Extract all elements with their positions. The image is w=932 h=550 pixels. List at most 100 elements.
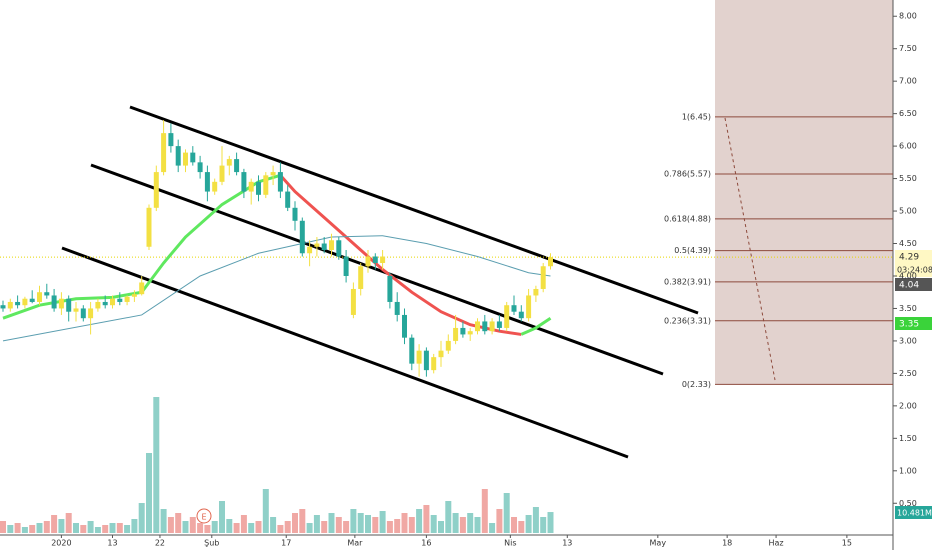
y-tick-label: 5.50 (899, 174, 917, 183)
volume-bar (452, 513, 459, 533)
fib-label: 0.382(3.91) (664, 277, 711, 286)
candle-body (168, 133, 174, 147)
x-tick-label: 15 (842, 539, 852, 548)
badge-text: 4.29 (899, 253, 919, 263)
candle-body (453, 327, 459, 341)
candle-body (380, 256, 386, 263)
candle-body (329, 240, 334, 251)
volume-bar (36, 523, 43, 533)
y-tick-label: 4.50 (899, 239, 917, 248)
volume-bar (343, 521, 350, 533)
candle-body (234, 159, 240, 173)
candle-body (219, 165, 225, 182)
volume-bar (182, 521, 189, 533)
volume-bar (160, 509, 167, 533)
volume-bar (29, 525, 36, 533)
volume-bar (87, 521, 94, 533)
volume-bar (459, 517, 466, 533)
volume-bar (262, 489, 269, 533)
volume-bar (401, 513, 408, 533)
candle-body (7, 301, 13, 309)
y-tick-label: 2.00 (899, 401, 917, 410)
earnings-icon[interactable] (196, 508, 212, 524)
candle-body (124, 296, 130, 302)
candle-body (256, 181, 261, 195)
candle-body (540, 266, 546, 289)
volume-bar (540, 517, 547, 533)
candle-body (496, 321, 502, 328)
volume-bar (423, 505, 430, 533)
candle-body (409, 337, 415, 364)
volume-bar (51, 515, 58, 533)
x-tick-label: 13 (107, 539, 117, 548)
candle-body (526, 295, 532, 319)
volume-bar (372, 517, 379, 533)
y-tick-label: 0.50 (899, 499, 917, 508)
volume-badge (895, 506, 932, 519)
y-tick-label: 7.50 (899, 44, 917, 53)
candle-body (489, 321, 495, 332)
y-tick-label: 7.00 (899, 77, 917, 86)
moving-average (520, 316, 552, 336)
volume-bar (313, 515, 320, 533)
y-tick-label: 3.00 (899, 336, 917, 345)
candle-body (44, 292, 50, 296)
volume-bar (481, 489, 488, 533)
x-tick-label: Nis (504, 539, 516, 548)
volume-bar (189, 517, 196, 533)
x-tick-label: 22 (155, 539, 165, 548)
channel-line (61, 246, 629, 459)
candle-body (416, 350, 422, 364)
candle-body (183, 152, 188, 166)
candle-body (146, 207, 152, 247)
volume-bar (438, 521, 444, 533)
volume-bar (518, 521, 525, 533)
x-tick-label: 13 (562, 539, 572, 548)
volume-bar (124, 525, 131, 533)
candle-body (0, 305, 6, 309)
volume-bar (365, 515, 371, 533)
candle-body (445, 340, 451, 351)
candle-body (190, 152, 196, 163)
volume-bar (153, 397, 160, 533)
candle-body (431, 357, 437, 371)
volume-bar (146, 453, 152, 533)
volume-bar (65, 513, 72, 533)
volume-bar (7, 525, 14, 533)
candle-body (29, 298, 35, 302)
candle-body (22, 298, 28, 306)
volume-bar (547, 512, 554, 533)
ma-badge (895, 278, 932, 291)
volume-bar (167, 517, 174, 533)
candle-body (365, 256, 371, 267)
volume-bar (43, 521, 50, 533)
volume-bar (328, 513, 335, 533)
volume-bar (292, 513, 298, 533)
volume-bar (94, 527, 101, 533)
volume-bar (116, 523, 123, 533)
volume-bar (80, 525, 87, 533)
volume-bar (248, 523, 255, 533)
candle-body (204, 172, 210, 192)
candle-body (117, 298, 123, 302)
y-tick-label: 6.00 (899, 142, 917, 151)
volume-bar (394, 519, 401, 533)
volume-bar (0, 521, 6, 533)
candle-body (372, 256, 378, 263)
volume-bar (277, 525, 284, 533)
badge-text: 4.04 (899, 281, 919, 291)
earnings-label[interactable]: E (201, 513, 206, 522)
volume-bar (197, 523, 204, 533)
candle-body (139, 282, 145, 295)
candle-body (102, 301, 108, 306)
volume-bar (131, 519, 138, 533)
volume-bar (21, 527, 28, 533)
volume-bar (211, 521, 218, 533)
candle-body (402, 314, 407, 338)
candle-body (314, 243, 320, 247)
volume-bar (204, 525, 211, 533)
candle-body (394, 301, 400, 315)
volume-bar (357, 513, 364, 533)
volume-bar (240, 515, 247, 533)
volume-bar (532, 507, 539, 533)
